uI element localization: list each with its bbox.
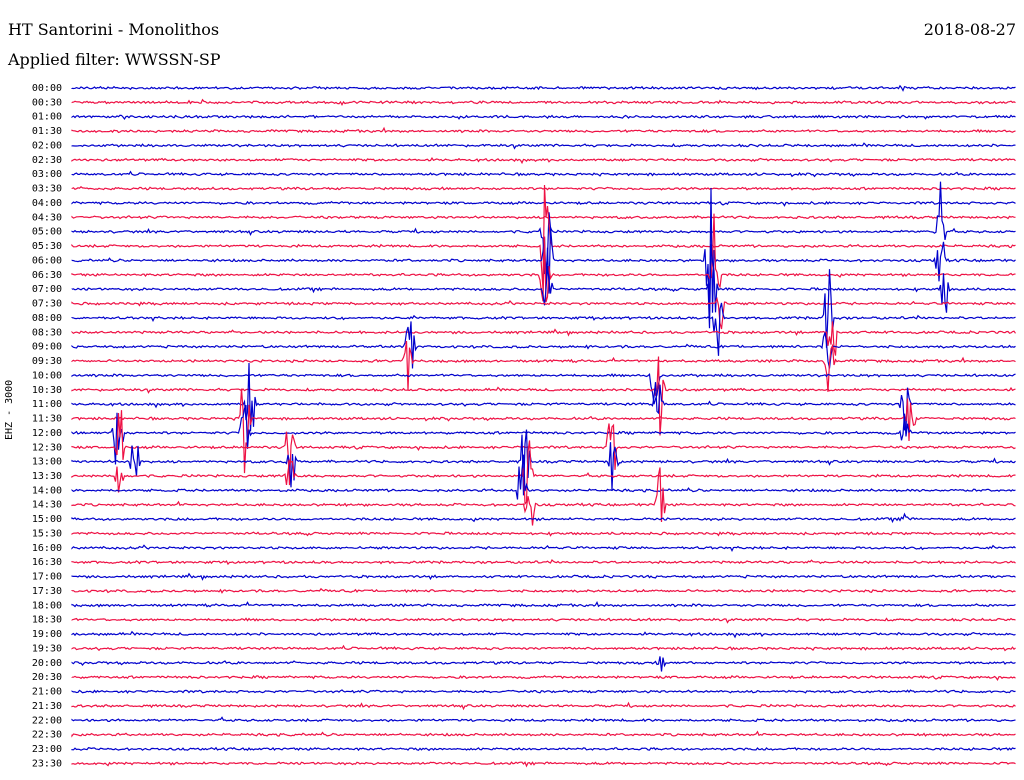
row-time-label: 23:30 xyxy=(32,758,62,769)
row-time-label: 11:00 xyxy=(32,399,62,410)
trace-row xyxy=(71,656,1016,672)
row-time-label: 20:30 xyxy=(32,672,62,683)
trace-row xyxy=(71,213,1016,303)
row-time-label: 13:30 xyxy=(32,471,62,482)
date-label: 2018-08-27 xyxy=(923,20,1016,39)
trace-row xyxy=(71,186,1016,191)
trace-row xyxy=(71,200,1016,207)
trace-row xyxy=(71,181,1016,275)
row-time-label: 05:30 xyxy=(32,241,62,252)
row-time-label: 08:00 xyxy=(32,313,62,324)
row-time-label: 17:00 xyxy=(32,572,62,583)
row-time-label: 14:00 xyxy=(32,485,62,496)
trace-row xyxy=(71,746,1016,752)
row-time-label: 10:00 xyxy=(32,370,62,381)
trace-row xyxy=(71,630,1016,639)
station-title: HT Santorini - Monolithos xyxy=(8,20,220,39)
row-time-label: 13:00 xyxy=(32,457,62,468)
row-time-label: 07:00 xyxy=(32,284,62,295)
filter-label: Applied filter: WWSSN-SP xyxy=(8,50,221,69)
row-time-label: 16:30 xyxy=(32,557,62,568)
row-time-label: 18:30 xyxy=(32,615,62,626)
trace-row xyxy=(71,187,1016,313)
trace-row xyxy=(71,689,1016,694)
trace-row xyxy=(71,244,1016,329)
row-time-label: 10:30 xyxy=(32,385,62,396)
row-time-label: 19:00 xyxy=(32,629,62,640)
trace-row xyxy=(71,269,1016,356)
row-time-label: 00:30 xyxy=(32,97,62,108)
trace-row xyxy=(71,440,1016,506)
trace-row xyxy=(71,730,1016,738)
row-time-label: 22:30 xyxy=(32,730,62,741)
row-time-label: 04:00 xyxy=(32,198,62,209)
trace-row xyxy=(71,404,1016,465)
row-time-label: 14:30 xyxy=(32,500,62,511)
row-time-label: 06:30 xyxy=(32,270,62,281)
row-time-label: 23:00 xyxy=(32,744,62,755)
row-time-label: 07:30 xyxy=(32,299,62,310)
trace-row xyxy=(71,373,1016,405)
trace-row xyxy=(71,559,1016,566)
trace-row xyxy=(71,761,1016,768)
row-time-label: 01:00 xyxy=(32,112,62,123)
trace-row xyxy=(71,410,1016,486)
trace-row xyxy=(71,716,1016,723)
trace-row xyxy=(71,454,1016,500)
row-time-label: 12:00 xyxy=(32,428,62,439)
row-time-label: 22:00 xyxy=(32,715,62,726)
trace-row xyxy=(71,388,1016,474)
trace-row xyxy=(71,157,1016,165)
row-time-label: 06:00 xyxy=(32,255,62,266)
trace-row xyxy=(71,531,1016,537)
row-time-label: 20:00 xyxy=(32,658,62,669)
row-time-label: 19:30 xyxy=(32,643,62,654)
trace-row xyxy=(71,126,1016,134)
trace-row xyxy=(71,544,1016,552)
trace-row xyxy=(71,142,1016,150)
row-time-label: 05:00 xyxy=(32,227,62,238)
row-time-label: 15:00 xyxy=(32,514,62,525)
trace-row xyxy=(71,600,1016,608)
trace-row xyxy=(71,215,1016,220)
trace-row xyxy=(71,321,1016,356)
trace-row xyxy=(71,572,1016,581)
trace-row xyxy=(71,84,1016,92)
row-time-label: 04:30 xyxy=(32,212,62,223)
row-time-label: 21:30 xyxy=(32,701,62,712)
trace-row xyxy=(71,356,1016,436)
trace-row xyxy=(71,617,1016,624)
row-time-label: 03:00 xyxy=(32,169,62,180)
trace-row xyxy=(71,321,1016,369)
trace-row xyxy=(71,701,1016,711)
row-time-label: 17:30 xyxy=(32,586,62,597)
trace-row xyxy=(71,98,1016,106)
trace-row xyxy=(71,114,1016,121)
row-time-label: 18:00 xyxy=(32,600,62,611)
row-time-label: 21:00 xyxy=(32,687,62,698)
row-time-label: 12:30 xyxy=(32,442,62,453)
trace-row xyxy=(71,644,1016,652)
row-time-label: 11:30 xyxy=(32,414,62,425)
row-time-label: 00:00 xyxy=(32,83,62,94)
trace-row xyxy=(71,467,1016,526)
trace-row xyxy=(71,362,1016,432)
row-time-label: 09:00 xyxy=(32,342,62,353)
row-time-label: 01:30 xyxy=(32,126,62,137)
trace-row xyxy=(71,296,1016,330)
row-time-label: 03:30 xyxy=(32,184,62,195)
row-time-label: 16:00 xyxy=(32,543,62,554)
trace-row xyxy=(71,587,1016,594)
trace-row xyxy=(71,340,1016,392)
trace-row xyxy=(71,170,1016,178)
trace-row xyxy=(71,512,1016,524)
trace-row xyxy=(71,429,1016,496)
row-time-label: 09:30 xyxy=(32,356,62,367)
row-time-label: 08:30 xyxy=(32,327,62,338)
row-time-label: 02:30 xyxy=(32,155,62,166)
row-time-label: 15:30 xyxy=(32,528,62,539)
row-time-label: 02:00 xyxy=(32,140,62,151)
trace-row xyxy=(71,675,1016,681)
